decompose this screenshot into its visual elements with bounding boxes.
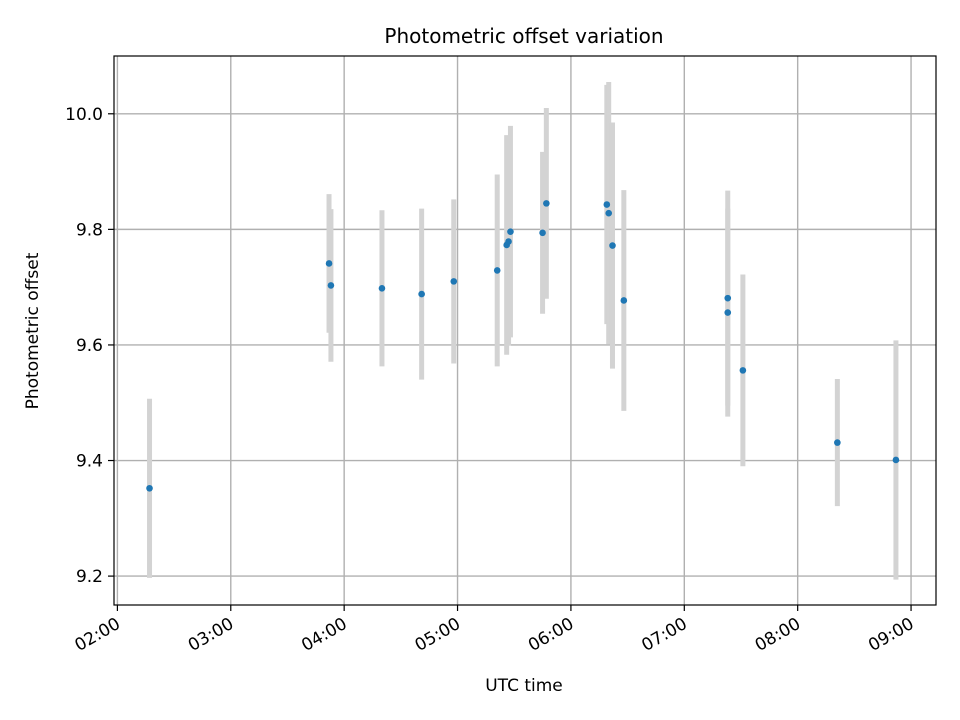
- y-tick-label: 10.0: [65, 105, 103, 125]
- x-tick-label: 04:00: [298, 614, 350, 656]
- x-tick-label: 09:00: [865, 614, 917, 656]
- y-axis-label: Photometric offset: [23, 252, 43, 409]
- x-axis: 02:00 03:00 04:00 05:00 06:00 07:00 08:00 09:00: [71, 605, 918, 656]
- data-point: [450, 278, 458, 285]
- data-point: [834, 439, 841, 446]
- data-point: [892, 456, 900, 464]
- data-point: [539, 229, 546, 237]
- data-point: [493, 267, 501, 274]
- y-tick-label: 9.8: [76, 220, 103, 240]
- data-point: [605, 209, 613, 217]
- data-point: [724, 294, 732, 302]
- y-axis: 9.2 9.4 9.6 9.8 10.0: [65, 105, 114, 587]
- data-point: [505, 238, 512, 245]
- data-point: [739, 367, 747, 374]
- data-point: [146, 484, 153, 492]
- x-tick-label: 03:00: [185, 614, 237, 656]
- x-tick-label: 05:00: [412, 614, 464, 656]
- data-points: [146, 200, 900, 492]
- data-point: [609, 242, 616, 249]
- y-tick-label: 9.2: [76, 567, 103, 587]
- x-tick-label: 07:00: [638, 614, 690, 656]
- data-point: [724, 309, 732, 316]
- error-bars: [147, 82, 899, 580]
- x-axis-label: UTC time: [485, 676, 563, 696]
- x-tick-label: 06:00: [525, 614, 577, 656]
- data-point: [325, 260, 333, 267]
- data-point: [507, 228, 514, 235]
- data-point: [620, 297, 628, 304]
- data-point: [603, 201, 611, 208]
- data-point: [378, 285, 386, 292]
- y-tick-label: 9.4: [76, 452, 103, 472]
- data-point: [543, 200, 550, 207]
- x-tick-label: 08:00: [752, 614, 804, 656]
- chart-title: Photometric offset variation: [384, 24, 663, 48]
- plot-frame: [113, 55, 937, 606]
- data-point: [327, 282, 335, 289]
- grid: [114, 56, 936, 605]
- data-point: [418, 290, 425, 298]
- y-tick-label: 9.6: [76, 336, 103, 356]
- x-tick-label: 02:00: [71, 614, 123, 656]
